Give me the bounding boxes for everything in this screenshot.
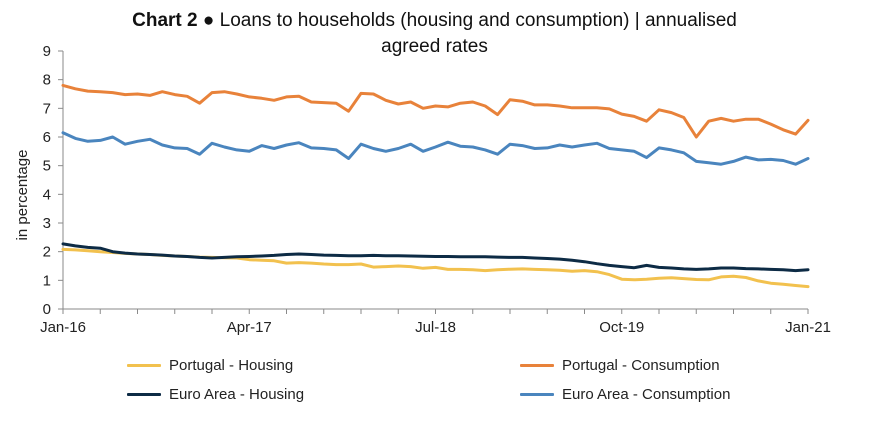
y-tick-label: 6 bbox=[43, 129, 51, 146]
legend-item: Portugal - Housing bbox=[127, 357, 293, 374]
y-tick-label: 1 bbox=[43, 272, 51, 289]
x-tick-label: Oct-19 bbox=[599, 319, 644, 336]
legend-swatch bbox=[127, 364, 161, 367]
legend-item: Euro Area - Housing bbox=[127, 386, 304, 403]
chart-title: Chart 2 ● Loans to households (housing a… bbox=[0, 8, 869, 60]
series-line-portugal-consumption bbox=[61, 83, 810, 139]
legend-swatch bbox=[520, 393, 554, 396]
x-tick-label: Apr-17 bbox=[227, 319, 272, 336]
legend-label: Portugal - Housing bbox=[169, 357, 294, 374]
x-tick-label: Jan-16 bbox=[40, 319, 86, 336]
axes: 0 1 2 3 4 5 6 7 8 9 Jan-16 Apr-17 Jul-18 Oct-19 Jan-21 bbox=[40, 43, 831, 336]
title-rest: ● Loans to households (housing and consu… bbox=[197, 10, 737, 31]
y-tick-label: 2 bbox=[43, 244, 51, 261]
x-tick-label: Jan-21 bbox=[785, 319, 831, 336]
x-tick-label: Jul-18 bbox=[415, 319, 456, 336]
legend-label: Euro Area - Consumption bbox=[562, 386, 731, 403]
series-lines bbox=[61, 83, 810, 289]
legend-swatch bbox=[127, 393, 161, 396]
title-line-1: Chart 2 ● Loans to households (housing a… bbox=[0, 8, 869, 34]
legend-label: Portugal - Consumption bbox=[562, 357, 720, 374]
legend-label: Euro Area - Housing bbox=[169, 386, 305, 403]
series-line-euro-area-consumption bbox=[61, 131, 810, 166]
y-tick-label: 4 bbox=[43, 186, 51, 203]
legend-swatch bbox=[520, 364, 554, 367]
y-tick-label: 8 bbox=[43, 72, 51, 89]
y-tick-label: 3 bbox=[43, 215, 51, 232]
y-tick-label: 0 bbox=[43, 301, 51, 318]
legend-item: Portugal - Consumption bbox=[520, 357, 720, 374]
legend-item: Euro Area - Consumption bbox=[520, 386, 730, 403]
series-line-euro-area-housing bbox=[61, 242, 810, 273]
title-bold: Chart 2 bbox=[132, 10, 198, 31]
y-axis-label: in percentage bbox=[14, 150, 31, 241]
y-tick-label: 9 bbox=[43, 43, 51, 60]
title-line-2: agreed rates bbox=[381, 36, 488, 57]
y-tick-label: 5 bbox=[43, 158, 51, 175]
y-tick-label: 7 bbox=[43, 100, 51, 117]
